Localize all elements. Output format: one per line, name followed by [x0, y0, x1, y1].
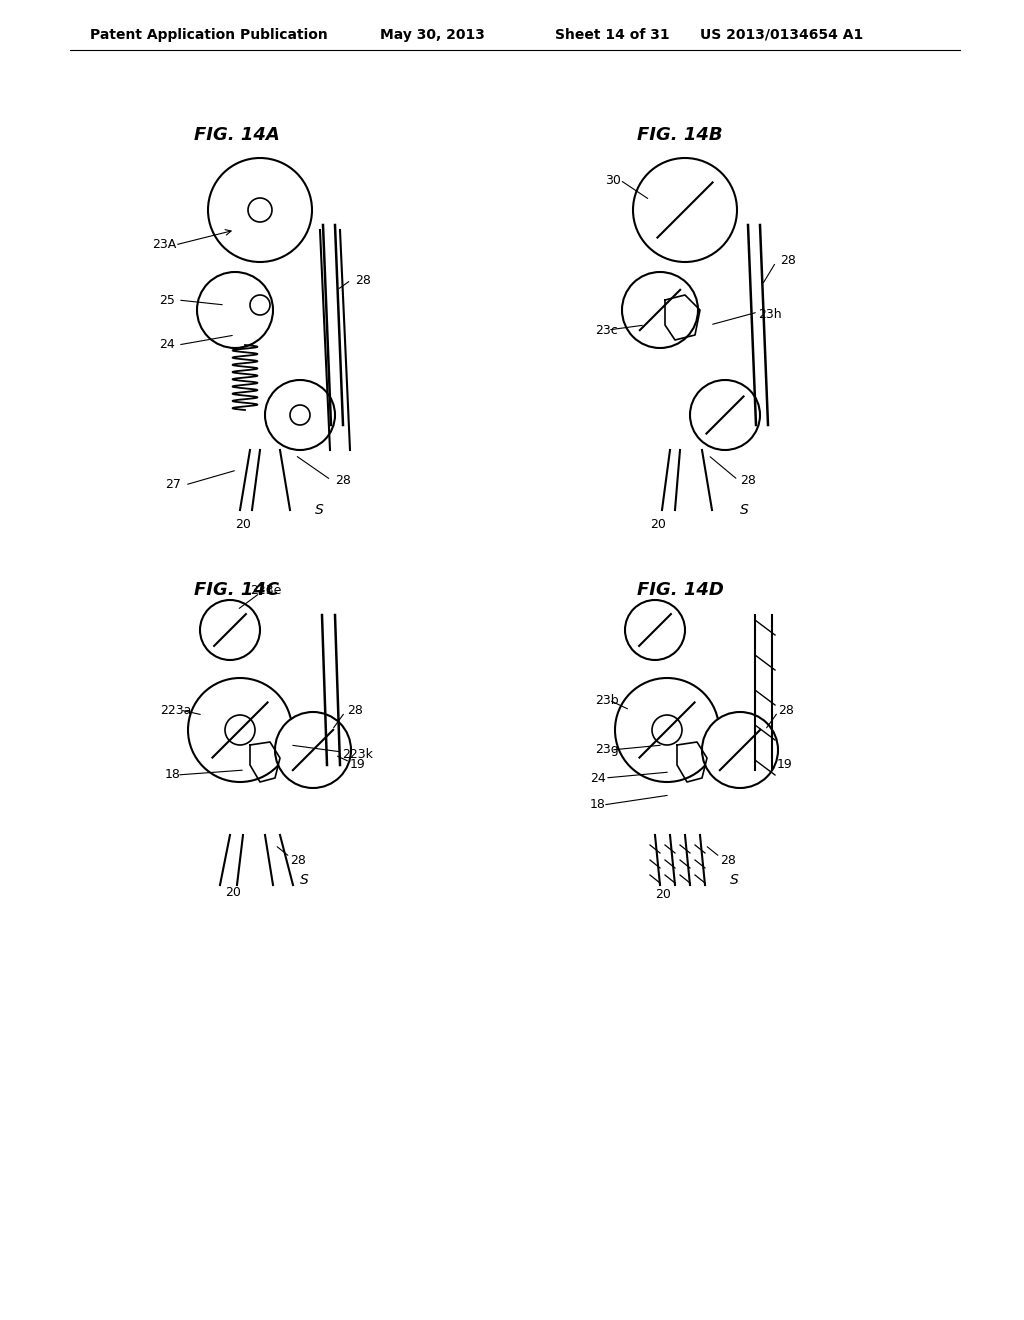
Text: 28: 28 — [778, 704, 794, 717]
Circle shape — [652, 715, 682, 744]
Text: S: S — [730, 873, 738, 887]
Text: 28: 28 — [780, 253, 796, 267]
Text: 24: 24 — [160, 338, 175, 351]
Circle shape — [690, 380, 760, 450]
Text: 23A: 23A — [152, 239, 176, 252]
Text: 24: 24 — [590, 771, 606, 784]
Circle shape — [225, 715, 255, 744]
Text: S: S — [300, 873, 309, 887]
Circle shape — [265, 380, 335, 450]
Text: 28: 28 — [740, 474, 756, 487]
Text: 20: 20 — [650, 519, 666, 532]
Text: 28: 28 — [720, 854, 736, 866]
Text: FIG. 14D: FIG. 14D — [637, 581, 723, 599]
Text: Patent Application Publication: Patent Application Publication — [90, 28, 328, 42]
Circle shape — [702, 711, 778, 788]
Text: 28: 28 — [335, 474, 351, 487]
Text: S: S — [315, 503, 324, 517]
Circle shape — [622, 272, 698, 348]
Text: 20: 20 — [234, 519, 251, 532]
Circle shape — [633, 158, 737, 261]
Text: 223e: 223e — [250, 583, 282, 597]
Text: 28: 28 — [355, 273, 371, 286]
Text: FIG. 14B: FIG. 14B — [637, 125, 723, 144]
Circle shape — [250, 294, 270, 315]
Text: Sheet 14 of 31: Sheet 14 of 31 — [555, 28, 670, 42]
Text: 223a: 223a — [160, 704, 191, 717]
Circle shape — [615, 678, 719, 781]
Circle shape — [188, 678, 292, 781]
Circle shape — [197, 272, 273, 348]
Text: 28: 28 — [347, 704, 362, 717]
Circle shape — [248, 198, 272, 222]
Text: 223k: 223k — [342, 748, 373, 762]
Text: 20: 20 — [655, 888, 671, 902]
Circle shape — [275, 711, 351, 788]
Text: S: S — [740, 503, 749, 517]
Text: 20: 20 — [225, 887, 241, 899]
Circle shape — [625, 601, 685, 660]
Text: 19: 19 — [350, 759, 366, 771]
Text: FIG. 14A: FIG. 14A — [195, 125, 280, 144]
Text: 23b: 23b — [595, 693, 618, 706]
Text: 23g: 23g — [595, 743, 618, 756]
Text: 25: 25 — [159, 293, 175, 306]
Text: US 2013/0134654 A1: US 2013/0134654 A1 — [700, 28, 863, 42]
Text: May 30, 2013: May 30, 2013 — [380, 28, 485, 42]
Circle shape — [208, 158, 312, 261]
Text: 27: 27 — [165, 479, 181, 491]
Text: 30: 30 — [605, 173, 621, 186]
Text: FIG. 14C: FIG. 14C — [195, 581, 280, 599]
Text: 23c: 23c — [595, 323, 617, 337]
Circle shape — [200, 601, 260, 660]
Text: 19: 19 — [777, 759, 793, 771]
Text: 23h: 23h — [758, 309, 781, 322]
Text: 28: 28 — [290, 854, 306, 866]
Text: 18: 18 — [165, 768, 181, 781]
Text: 18: 18 — [590, 799, 606, 812]
Circle shape — [290, 405, 310, 425]
